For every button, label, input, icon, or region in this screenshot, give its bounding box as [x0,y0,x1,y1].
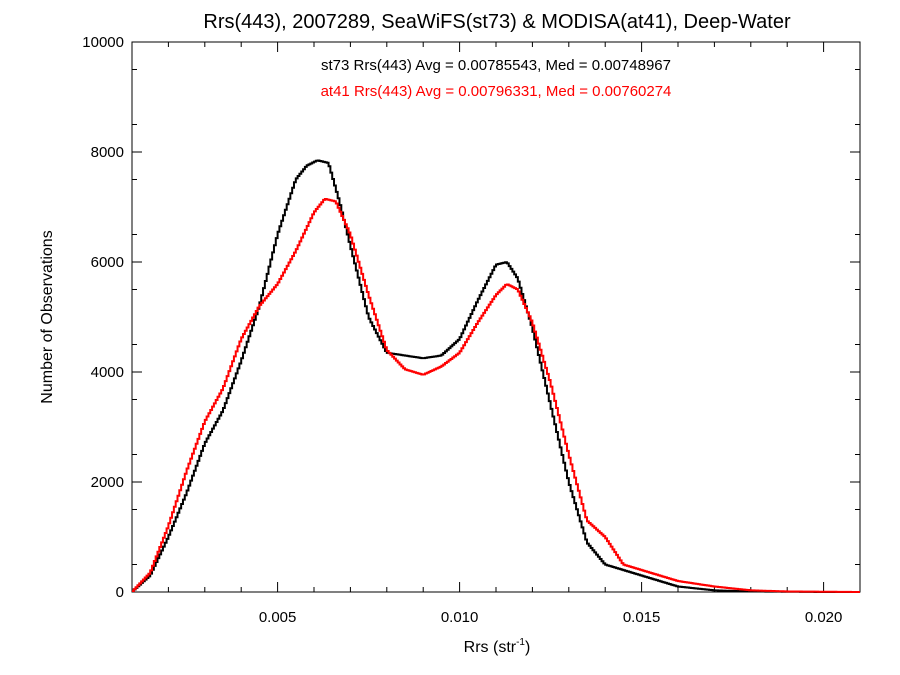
x-tick-label: 0.005 [259,609,297,626]
x-axis-label-main: Rrs (str [464,639,517,656]
y-tick-label: 2000 [91,474,124,491]
y-tick-label: 6000 [91,254,124,271]
x-tick-label: 0.020 [805,609,843,626]
y-axis-label: Number of Observations [39,230,56,403]
series-line-at41 [132,197,860,593]
series-line-st73 [132,159,860,593]
annotation-at41: at41 Rrs(443) Avg = 0.00796331, Med = 0.… [321,83,672,100]
x-axis-label: Rrs (str-1) [464,637,531,656]
y-tick-label: 0 [116,584,124,601]
series-layer [132,159,860,593]
x-tick-label: 0.010 [441,609,479,626]
y-tick-label: 10000 [82,34,124,51]
x-axis-label-superscript: -1 [516,637,525,648]
chart-title: Rrs(443), 2007289, SeaWiFS(st73) & MODIS… [203,11,791,33]
annotation-st73: st73 Rrs(443) Avg = 0.00785543, Med = 0.… [321,57,671,74]
y-axis-ticks: 0 2000 4000 6000 8000 10000 [82,34,860,601]
x-axis-label-close: ) [525,639,530,656]
y-tick-label: 8000 [91,144,124,161]
x-tick-label: 0.015 [623,609,661,626]
y-tick-label: 4000 [91,364,124,381]
x-axis-ticks: 0.005 0.010 0.015 0.020 [131,42,861,626]
plot-frame [131,41,861,593]
